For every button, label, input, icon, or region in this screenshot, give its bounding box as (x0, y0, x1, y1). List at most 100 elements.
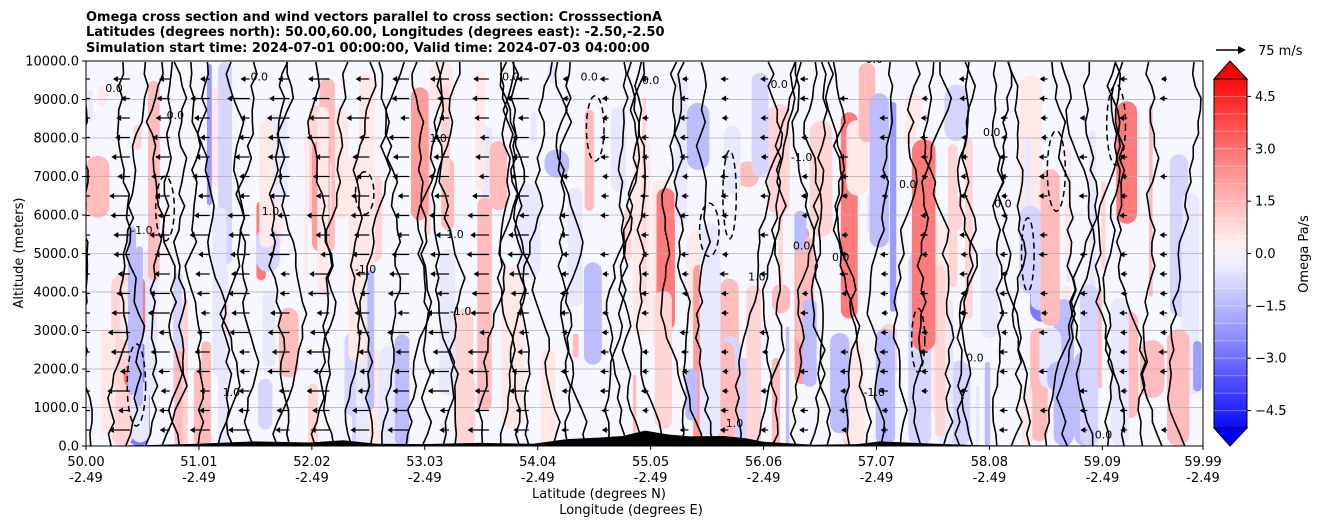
wind-vector-head (879, 368, 885, 375)
wind-vector-head (1120, 329, 1125, 336)
wind-vector-head (355, 76, 361, 82)
omega-cell (540, 348, 556, 446)
contour-line (660, 61, 688, 446)
omega-cell (911, 139, 936, 352)
wind-vector-head (1000, 115, 1006, 121)
wind-vector-head (511, 368, 517, 375)
wind-vector-head (1159, 173, 1165, 180)
wind-vector-head (77, 349, 82, 355)
wind-vector-head (559, 290, 565, 297)
wind-vector-head (71, 310, 76, 316)
x-axis-label: Latitude (degrees N) (532, 487, 666, 502)
contour-label: -1.0 (355, 263, 376, 276)
wind-vector-head (387, 290, 393, 297)
x-tick-label-lon: -2.49 (182, 471, 216, 486)
wind-vector-head (466, 251, 472, 258)
wind-vector-head (1159, 251, 1165, 258)
colorbar-ticks: 4.5 3.0 1.5 0.0 −1.5 −3.0 −4.5 (1247, 90, 1287, 419)
wind-vector-head (159, 427, 165, 433)
wind-vector-head (159, 407, 164, 414)
wind-vector-head (308, 76, 314, 82)
omega-cell (785, 326, 790, 446)
wind-vector-head (228, 427, 233, 433)
wind-vector-head (800, 193, 806, 199)
contour-line (832, 61, 873, 446)
wind-vector-head (920, 368, 926, 375)
omega-cell (751, 72, 769, 177)
wind-vector-head (439, 115, 444, 121)
omega-cell (530, 111, 537, 143)
wind-vector-head (1079, 290, 1085, 297)
omega-cell (976, 386, 980, 446)
wind-vector-head (841, 290, 847, 297)
wind-vector-head (474, 115, 480, 121)
x-tick-label-lat: 51.01 (180, 455, 217, 470)
omega-cell (100, 328, 116, 436)
wind-vector-head (919, 349, 925, 355)
omega-cell (624, 207, 632, 261)
wind-vector-head (799, 427, 805, 433)
wind-vector-head (155, 115, 161, 121)
wind-vector-head (1001, 447, 1006, 453)
wind-vector-head (391, 251, 397, 258)
wind-vector-head (231, 447, 236, 453)
wind-vector-head (277, 76, 283, 82)
omega-cell (133, 125, 142, 150)
wind-vector-head (599, 388, 605, 394)
wind-vector-head (1119, 115, 1124, 121)
x-tick-label-lat: 58.08 (971, 455, 1008, 470)
wind-vector-head (315, 447, 320, 453)
wind-vector-head (387, 329, 392, 336)
wind-vector-head (160, 388, 166, 394)
contour-line (519, 61, 553, 446)
wind-vector-head (998, 154, 1004, 160)
wind-vector-head (1039, 232, 1045, 238)
wind-vector-head (197, 193, 203, 199)
contour-line (1137, 61, 1160, 446)
wind-vector-head (158, 329, 164, 336)
wind-vector-head (921, 95, 927, 102)
wind-vector-head (507, 251, 513, 258)
wind-vector-head (432, 349, 438, 355)
wind-vector-head (1001, 212, 1007, 219)
terrain (86, 430, 1203, 446)
wind-vector-head (561, 427, 567, 433)
wind-vector-head (801, 447, 806, 453)
contour-line (411, 61, 433, 446)
wind-vector-head (515, 407, 521, 414)
wind-vector-head (467, 427, 473, 433)
omega-cell (86, 155, 110, 218)
wind-vector-head (267, 329, 273, 336)
omega-cell (584, 262, 602, 365)
wind-vector-head (151, 173, 157, 180)
wind-vector-head (154, 271, 160, 277)
wind-vector-head (518, 329, 524, 336)
wind-vector-head (196, 290, 202, 297)
wind-vector-head (600, 212, 606, 219)
wind-vector-head (680, 251, 686, 258)
wind-vector-head (392, 173, 398, 180)
omega-cell (610, 107, 627, 192)
wind-vector-head (120, 95, 126, 102)
wind-vector-head (562, 95, 568, 102)
wind-vector-head (195, 271, 201, 277)
wind-vector-head (189, 427, 195, 433)
wind-vector-head (1041, 310, 1046, 316)
wind-vector-head (561, 388, 567, 394)
wind-vector-head (880, 271, 886, 277)
y-tick-label: 6000.0 (34, 209, 80, 224)
wind-vector-head (600, 368, 606, 375)
wind-vector-head (719, 427, 725, 433)
contour-line (1094, 61, 1124, 446)
x-tick-label-lat: 54.04 (519, 455, 556, 470)
wind-vector-head (960, 251, 966, 258)
wind-vector-head (306, 212, 312, 219)
wind-vector-head (879, 349, 885, 355)
contour-label: 1.0 (223, 386, 241, 399)
wind-vector-head (760, 193, 766, 199)
wind-vector-head (190, 447, 195, 453)
colorbar-tick-label: 1.5 (1255, 195, 1276, 210)
wind-vector-head (427, 310, 432, 316)
wind-vector-head (1078, 388, 1084, 394)
wind-vector-head (516, 310, 522, 316)
